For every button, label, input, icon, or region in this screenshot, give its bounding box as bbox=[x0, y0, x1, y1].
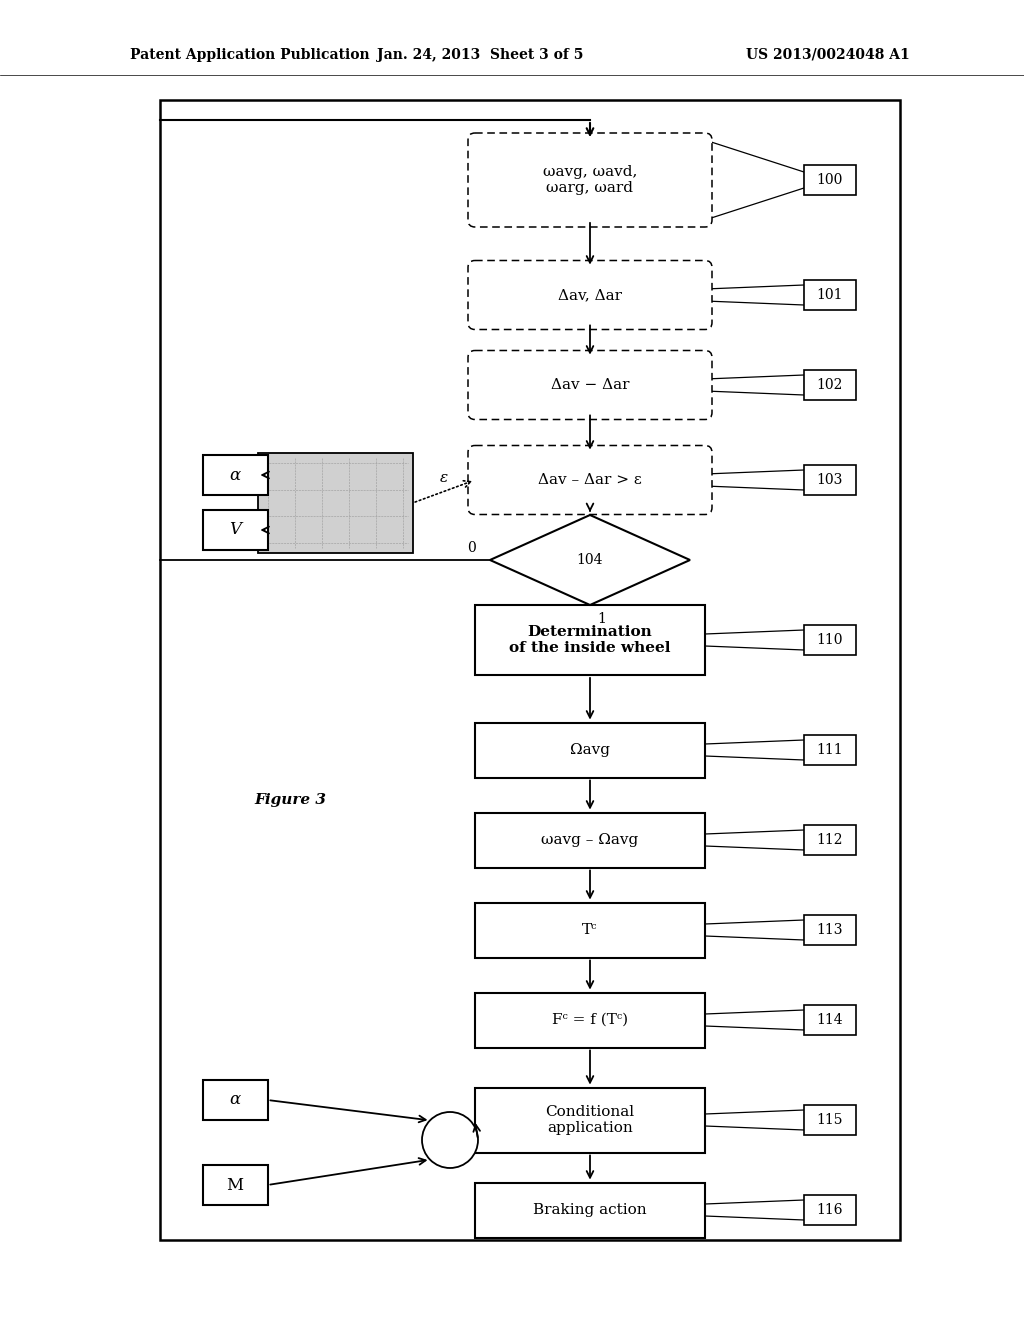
Text: 102: 102 bbox=[817, 378, 843, 392]
Bar bbox=[804, 370, 856, 400]
Bar bbox=[804, 624, 856, 655]
Bar bbox=[475, 605, 705, 675]
Text: 115: 115 bbox=[817, 1113, 843, 1127]
Text: Δav – Δar > ε: Δav – Δar > ε bbox=[539, 473, 642, 487]
Text: ωavg – Ωavg: ωavg – Ωavg bbox=[542, 833, 639, 847]
Text: Conditional
application: Conditional application bbox=[546, 1105, 635, 1135]
Text: Figure 3: Figure 3 bbox=[254, 793, 326, 807]
Bar bbox=[475, 903, 705, 957]
Bar bbox=[804, 1005, 856, 1035]
Text: 113: 113 bbox=[817, 923, 843, 937]
Text: 1: 1 bbox=[598, 612, 606, 626]
Text: 110: 110 bbox=[817, 634, 843, 647]
Text: Jan. 24, 2013  Sheet 3 of 5: Jan. 24, 2013 Sheet 3 of 5 bbox=[377, 48, 584, 62]
Bar bbox=[804, 280, 856, 310]
Bar bbox=[203, 510, 267, 550]
Bar bbox=[475, 1088, 705, 1152]
Bar bbox=[804, 915, 856, 945]
Text: Braking action: Braking action bbox=[534, 1203, 647, 1217]
Bar bbox=[203, 1166, 267, 1205]
Bar bbox=[804, 1105, 856, 1135]
Text: V: V bbox=[229, 521, 241, 539]
Text: Ωavg: Ωavg bbox=[570, 743, 610, 756]
FancyBboxPatch shape bbox=[468, 133, 712, 227]
Bar bbox=[203, 1080, 267, 1119]
Text: Δav − Δar: Δav − Δar bbox=[551, 378, 630, 392]
Bar bbox=[475, 993, 705, 1048]
FancyBboxPatch shape bbox=[468, 446, 712, 515]
Text: US 2013/0024048 A1: US 2013/0024048 A1 bbox=[746, 48, 910, 62]
Circle shape bbox=[422, 1111, 478, 1168]
Text: Tᶜ: Tᶜ bbox=[583, 923, 598, 937]
Text: 111: 111 bbox=[817, 743, 844, 756]
Text: 101: 101 bbox=[817, 288, 843, 302]
Text: Patent Application Publication: Patent Application Publication bbox=[130, 48, 370, 62]
FancyBboxPatch shape bbox=[468, 351, 712, 420]
Text: ε: ε bbox=[439, 470, 447, 484]
Text: 112: 112 bbox=[817, 833, 843, 847]
Text: ωavg, ωavd,
ωarg, ωard: ωavg, ωavd, ωarg, ωard bbox=[543, 165, 637, 195]
Polygon shape bbox=[490, 515, 690, 605]
Bar bbox=[804, 1195, 856, 1225]
Bar bbox=[203, 455, 267, 495]
Text: Fᶜ = f (Tᶜ): Fᶜ = f (Tᶜ) bbox=[552, 1012, 628, 1027]
Bar bbox=[804, 735, 856, 766]
Text: 103: 103 bbox=[817, 473, 843, 487]
Text: 114: 114 bbox=[817, 1012, 844, 1027]
Text: 116: 116 bbox=[817, 1203, 843, 1217]
Bar bbox=[160, 100, 900, 1239]
Text: 104: 104 bbox=[577, 553, 603, 568]
Text: 0: 0 bbox=[468, 541, 476, 554]
Bar bbox=[475, 722, 705, 777]
Bar bbox=[804, 165, 856, 195]
Text: α: α bbox=[229, 1092, 241, 1109]
Text: α: α bbox=[229, 466, 241, 483]
Text: 100: 100 bbox=[817, 173, 843, 187]
Text: M: M bbox=[226, 1176, 244, 1193]
Text: Determination
of the inside wheel: Determination of the inside wheel bbox=[509, 624, 671, 655]
Bar bbox=[804, 465, 856, 495]
Bar bbox=[475, 1183, 705, 1238]
Bar bbox=[804, 825, 856, 855]
Bar bbox=[257, 453, 413, 553]
FancyBboxPatch shape bbox=[468, 260, 712, 330]
Bar bbox=[475, 813, 705, 867]
Text: Δav, Δar: Δav, Δar bbox=[558, 288, 622, 302]
